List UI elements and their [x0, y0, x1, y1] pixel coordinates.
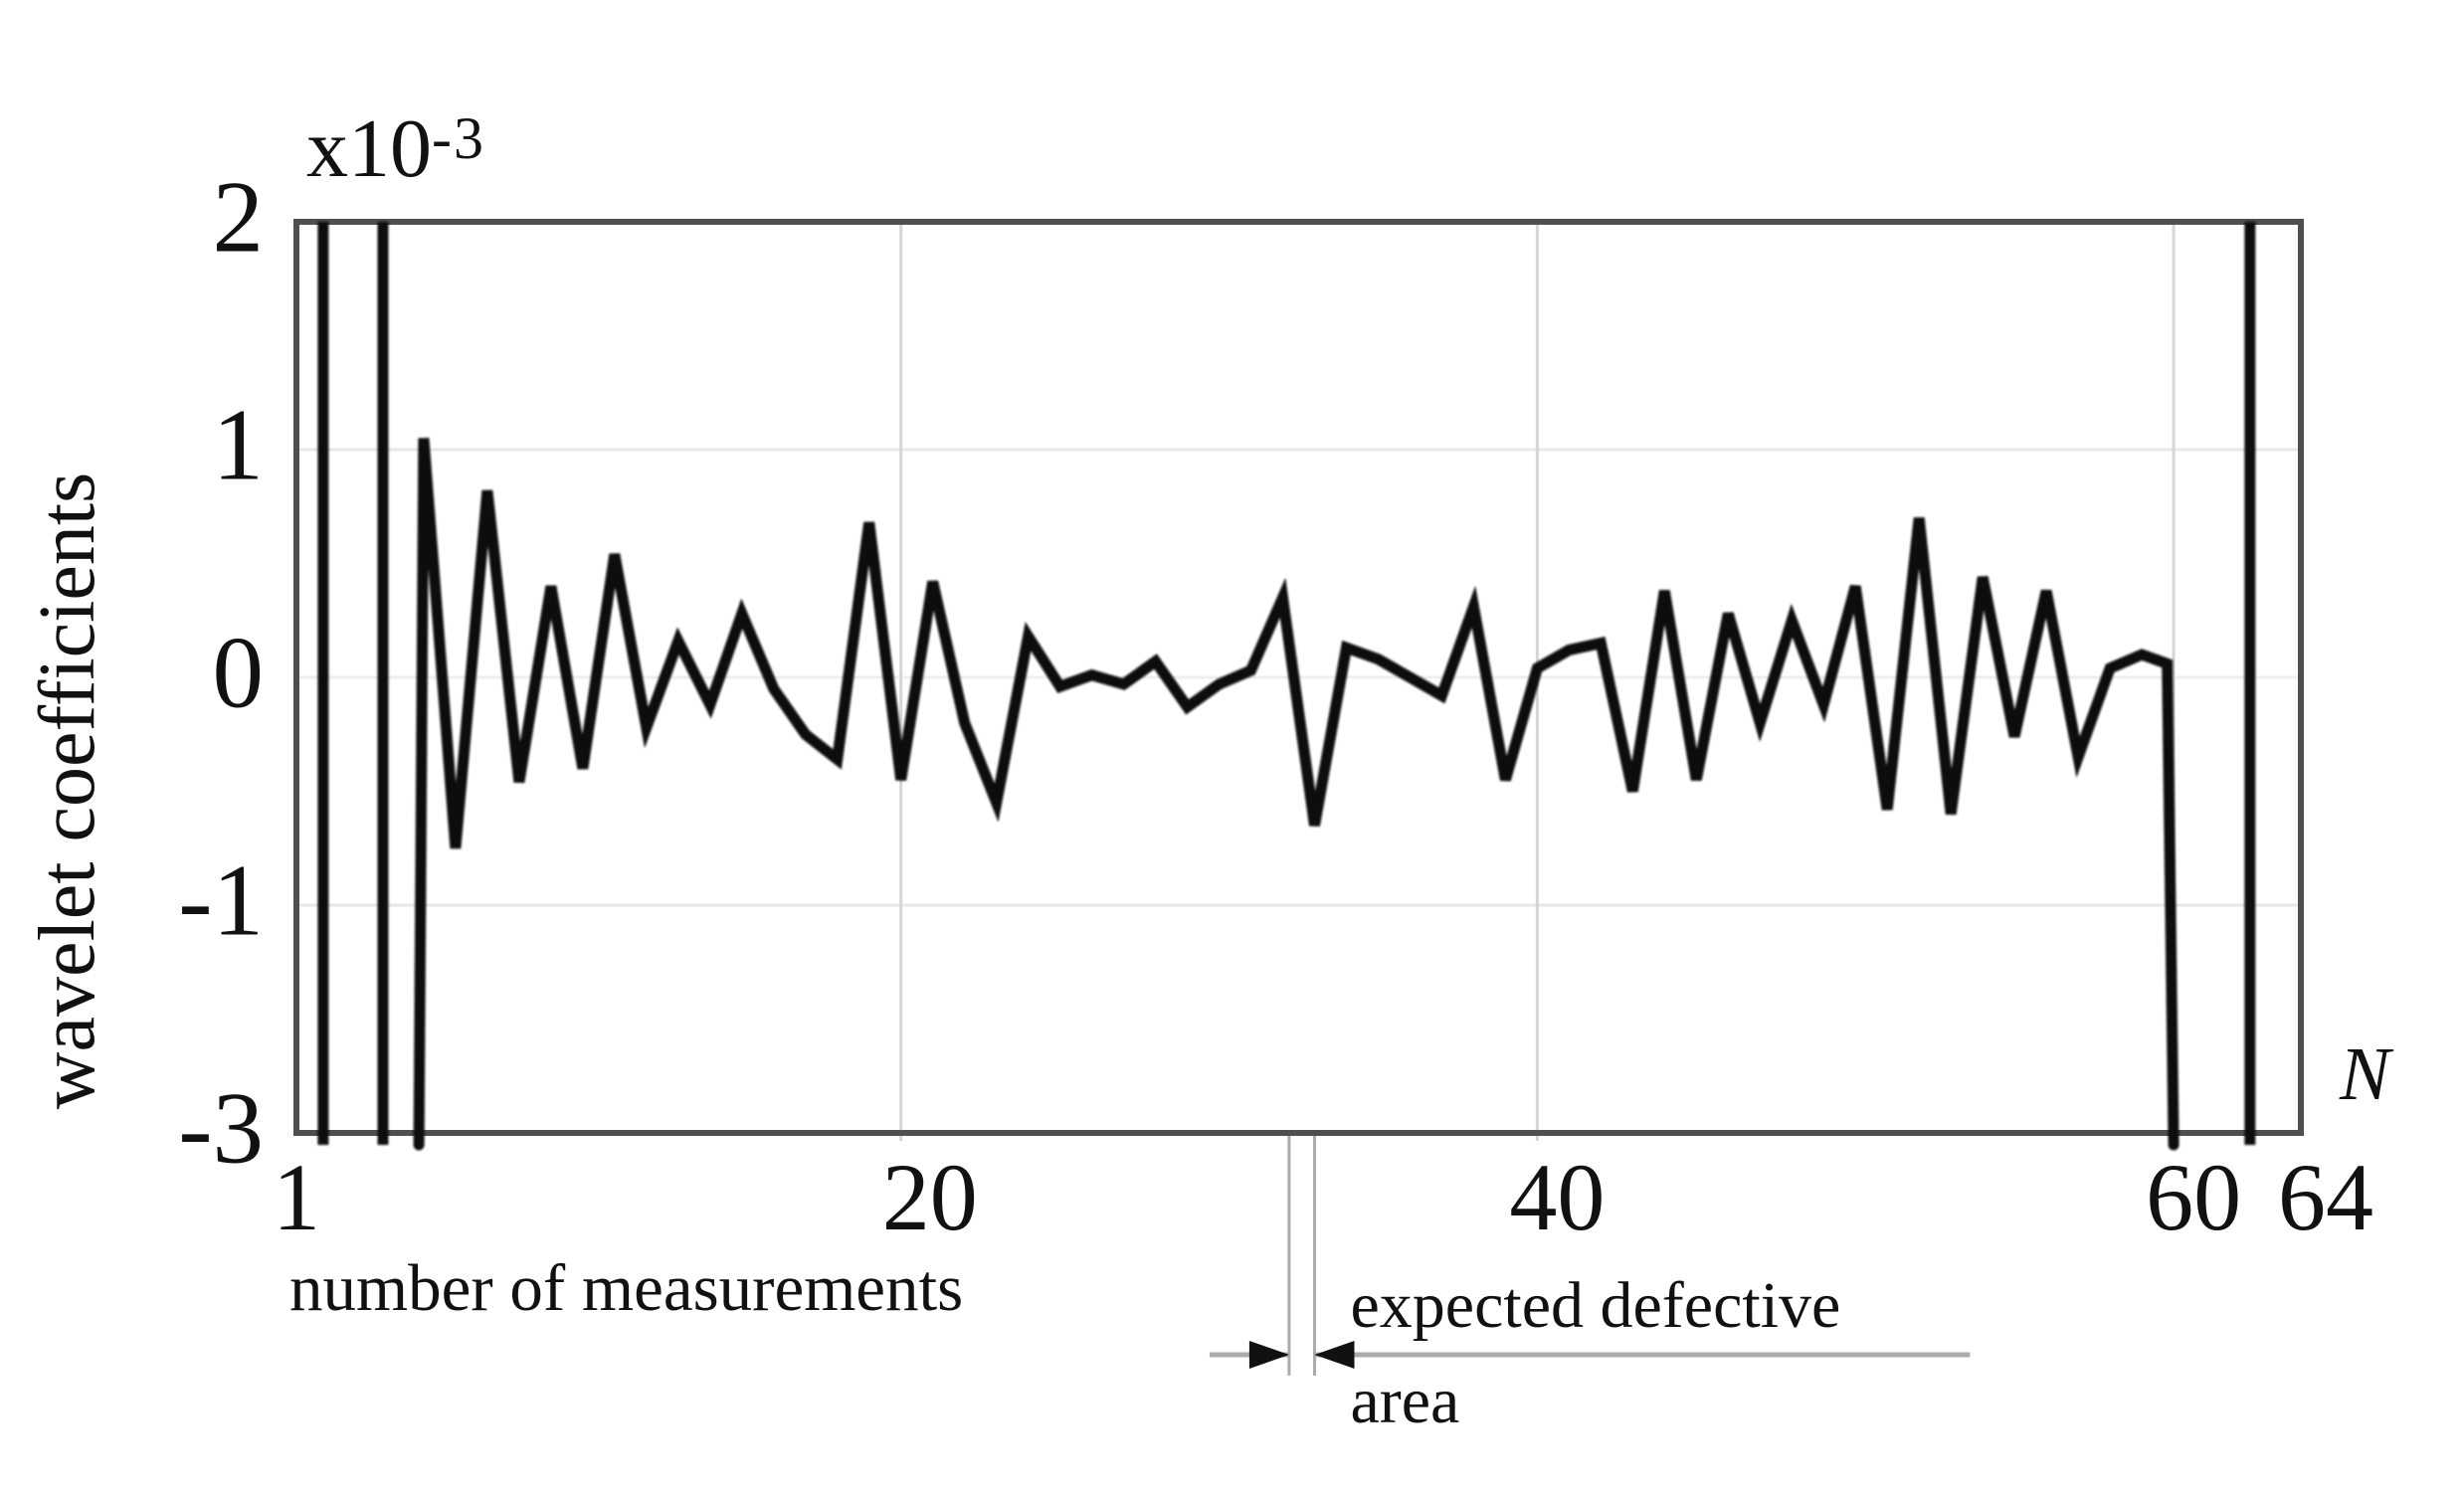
y-tick-0: 0 [212, 616, 265, 730]
x-tick-20: 20 [881, 1144, 978, 1250]
y-axis-scale-multiplier: x10-3 [306, 102, 485, 195]
x-axis-variable-label: N [2340, 1032, 2390, 1116]
x-tick-40: 40 [1509, 1144, 1606, 1250]
y-tick-2: 2 [212, 160, 265, 275]
x-tick-1: 1 [273, 1144, 320, 1250]
scale-exponent: -3 [432, 105, 485, 171]
defective-area-annotation-line1: expected defective [1350, 1269, 1841, 1342]
y-tick-1: 1 [212, 388, 265, 502]
arrow-right-icon [1248, 1341, 1289, 1369]
defective-area-annotation-line2: area [1350, 1365, 1460, 1437]
arrow-left-icon [1314, 1341, 1355, 1369]
y-axis-title: wavelet coefficients [24, 471, 111, 1110]
y-tick-m3: -3 [178, 1071, 264, 1186]
plot-border [293, 219, 2304, 1136]
x-axis-title: number of measurements [289, 1251, 964, 1325]
x-tick-64: 64 [2278, 1144, 2373, 1250]
y-tick-m1: -1 [178, 843, 264, 958]
x-tick-60: 60 [2146, 1144, 2242, 1250]
defective-area-marker [1209, 1133, 1971, 1376]
clipped-coefficient-lines [317, 222, 2256, 1145]
signal-line [413, 438, 2180, 1151]
